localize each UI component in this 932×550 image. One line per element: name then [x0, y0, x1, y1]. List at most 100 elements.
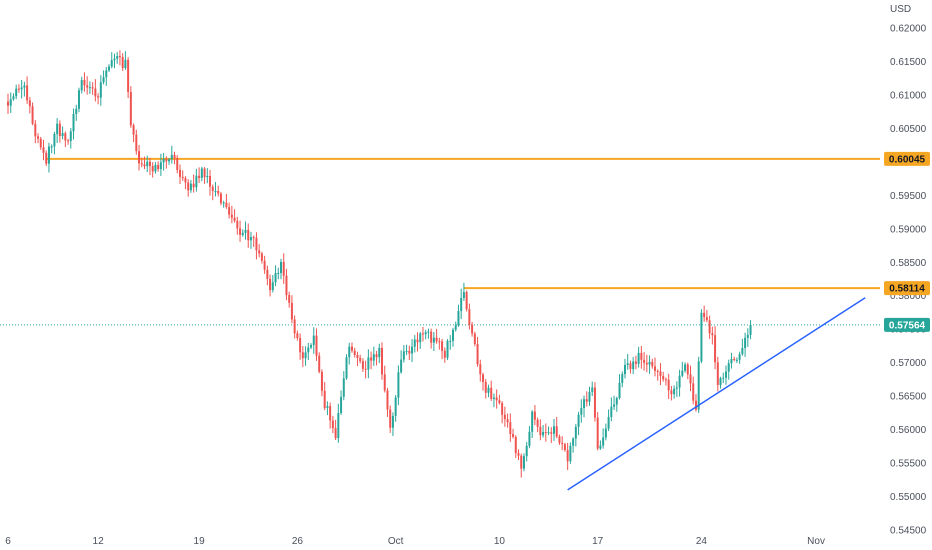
candle-body — [181, 176, 184, 179]
candle-body — [372, 354, 375, 361]
candle-body — [187, 182, 190, 191]
candle-body — [105, 70, 108, 78]
candle-body — [561, 442, 564, 445]
candle-body — [304, 352, 307, 359]
price-tick-label: 0.56500 — [890, 392, 927, 403]
candle-body — [97, 96, 100, 98]
candle-body — [127, 59, 130, 93]
candle-body — [26, 85, 29, 101]
candle-body — [157, 164, 160, 170]
candle-body — [230, 214, 233, 218]
candle-body — [184, 178, 187, 183]
candle-body — [539, 426, 542, 436]
candle-body — [512, 434, 515, 437]
time-axis[interactable]: 6 12 19 26 Oct 10 17 24 Nov — [5, 536, 825, 547]
candle-body — [307, 347, 310, 353]
candle-body — [640, 352, 643, 360]
candle-body — [441, 341, 444, 351]
candle-body — [102, 77, 105, 83]
time-tick-label: 17 — [592, 536, 604, 547]
candle-body — [555, 426, 558, 437]
price-axis[interactable]: USD0.620000.615000.610000.605000.600000.… — [890, 4, 927, 537]
candle-body — [269, 278, 272, 291]
candle-body — [692, 383, 695, 401]
candle-body — [244, 229, 247, 233]
candle-body — [99, 82, 102, 98]
candle-body — [260, 253, 263, 261]
candle-body — [241, 232, 244, 235]
candle-body — [53, 134, 56, 147]
candle-body — [94, 88, 97, 97]
candle-body — [282, 261, 285, 276]
candle-body — [214, 190, 217, 192]
candle-body — [457, 311, 460, 326]
candle-body — [15, 88, 18, 97]
candle-body — [86, 85, 89, 88]
candle-body — [326, 406, 329, 408]
candle-body — [138, 151, 141, 164]
horizontal-levels[interactable] — [0, 157, 880, 326]
candle-body — [83, 80, 86, 86]
candle-body — [522, 456, 525, 469]
candle-body — [711, 333, 714, 336]
candle-body — [17, 88, 20, 90]
candle-body — [331, 420, 334, 429]
candle-body — [553, 426, 555, 434]
candle-body — [446, 340, 449, 358]
candle-body — [378, 347, 381, 358]
candle-body — [154, 164, 157, 172]
candle-body — [386, 390, 389, 410]
candle-body — [430, 331, 433, 343]
candle-body — [110, 60, 113, 67]
trendline-group[interactable] — [567, 297, 866, 491]
candle-body — [108, 66, 111, 71]
price-tick-label: 0.60500 — [890, 124, 927, 135]
candle-body — [72, 113, 75, 132]
candle-body — [542, 431, 545, 436]
candle-body — [520, 455, 523, 469]
candle-body — [449, 340, 452, 342]
candle-body — [577, 414, 580, 427]
candle-body — [329, 406, 332, 421]
candle-body — [140, 163, 143, 165]
candle-body — [675, 387, 678, 389]
candle-body — [31, 106, 34, 124]
candle-body — [12, 96, 15, 100]
candle-body — [623, 365, 626, 375]
candle-body — [495, 397, 498, 401]
candle-body — [536, 419, 539, 427]
candle-body — [361, 361, 364, 369]
candle-body — [255, 237, 258, 251]
trendline[interactable] — [567, 297, 866, 491]
price-tick-label: 0.57000 — [890, 358, 927, 369]
candle-body — [299, 338, 302, 353]
candle-body — [391, 415, 394, 428]
candle-body — [247, 229, 250, 241]
candle-body — [367, 357, 370, 370]
candle-body — [531, 411, 534, 432]
candle-body — [484, 381, 487, 393]
candle-body — [626, 363, 629, 366]
candle-body — [501, 403, 504, 415]
candle-body — [588, 391, 591, 402]
candle-body — [334, 428, 337, 439]
candle-body — [473, 333, 476, 344]
candle-body — [738, 354, 741, 360]
candle-body — [225, 202, 228, 208]
price-tick-label: 0.54500 — [890, 526, 927, 537]
candle-body — [730, 358, 733, 364]
candle-body — [277, 272, 280, 274]
candle-body — [525, 445, 528, 457]
price-tag-box — [884, 317, 930, 332]
candle-body — [462, 292, 465, 298]
candle-body — [733, 358, 736, 360]
candle-body — [364, 368, 367, 370]
candle-body — [662, 376, 665, 380]
candle-body — [159, 162, 162, 170]
candle-body — [544, 431, 547, 433]
candle-body — [411, 346, 414, 354]
candle-body — [451, 329, 454, 341]
candle-body — [345, 357, 348, 379]
time-tick-label: 26 — [292, 536, 304, 547]
